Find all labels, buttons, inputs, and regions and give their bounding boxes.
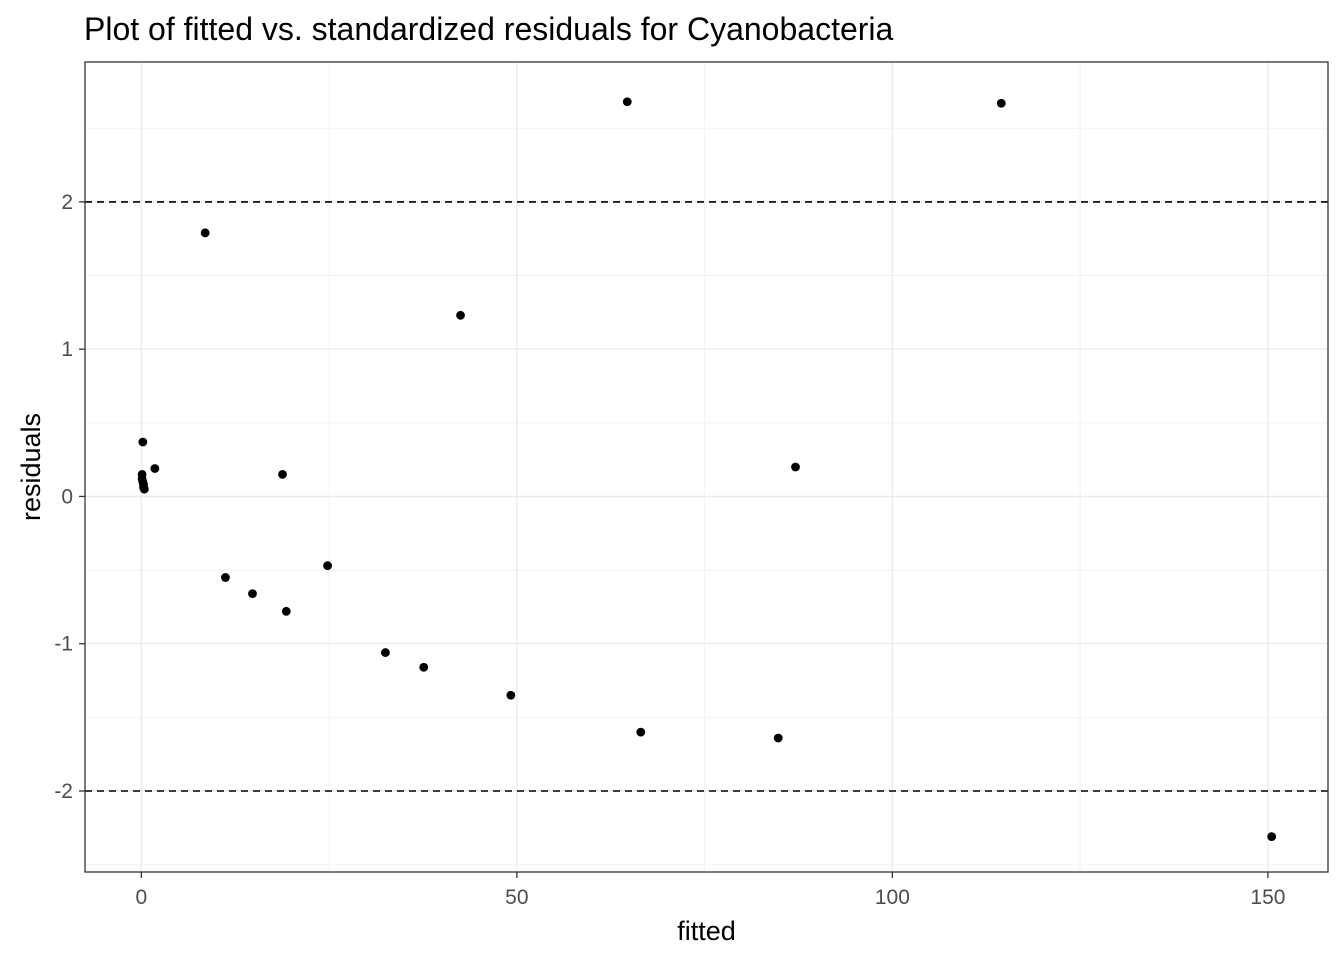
- x-axis-title: fitted: [677, 916, 736, 946]
- data-point: [281, 606, 291, 616]
- data-point: [138, 437, 148, 447]
- reference-lines: [85, 201, 1328, 792]
- data-point: [996, 98, 1006, 108]
- data-points: [137, 97, 1277, 842]
- y-tick-label: 2: [61, 191, 73, 214]
- data-point: [221, 573, 230, 582]
- data-point: [200, 228, 210, 238]
- y-tick-label: 1: [61, 338, 73, 361]
- x-tick-label: 50: [505, 886, 528, 909]
- plot-panel-border: [84, 61, 1329, 873]
- chart-title: Plot of fitted vs. standardized residual…: [84, 11, 894, 47]
- y-tick-label: 0: [61, 485, 73, 508]
- data-point: [622, 97, 632, 107]
- x-axis-ticks: 0 50 100 150: [135, 872, 1285, 909]
- data-point: [456, 310, 465, 320]
- data-point: [139, 484, 149, 494]
- y-tick-label: -1: [54, 633, 73, 656]
- y-axis-title: residuals: [16, 413, 46, 521]
- data-point: [636, 727, 646, 737]
- data-point: [323, 561, 332, 571]
- data-point: [248, 589, 257, 599]
- y-axis-ticks: -2 -1 0 1 2: [54, 191, 85, 803]
- data-point: [381, 648, 390, 657]
- data-point: [278, 469, 287, 479]
- data-point: [773, 733, 783, 743]
- data-point: [419, 662, 429, 672]
- x-tick-label: 100: [875, 886, 910, 909]
- x-tick-label: 150: [1250, 886, 1285, 909]
- y-tick-label: -2: [54, 780, 73, 803]
- data-point: [791, 462, 800, 472]
- x-tick-label: 0: [135, 886, 147, 909]
- data-point: [150, 464, 160, 473]
- data-point: [1267, 832, 1277, 842]
- minor-gridlines: [85, 62, 1328, 872]
- data-point: [506, 690, 516, 700]
